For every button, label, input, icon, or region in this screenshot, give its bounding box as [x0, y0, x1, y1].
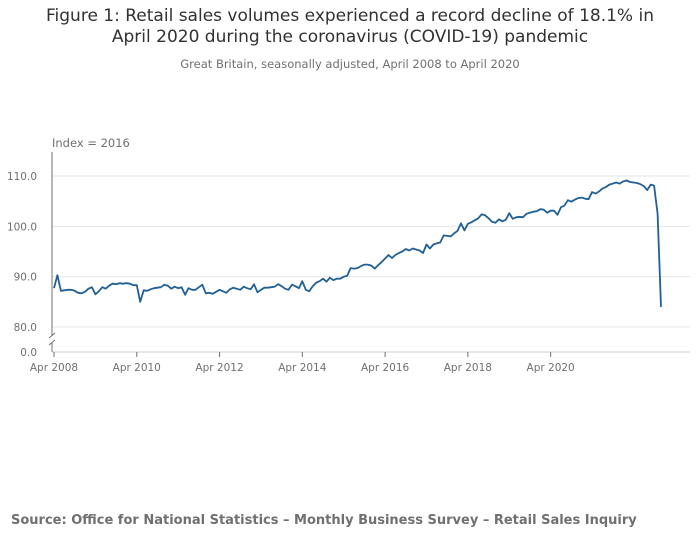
y-tick-label: 0.0: [20, 347, 37, 359]
y-axis: 0.0 80.0 90.0 100.0 110.0: [7, 152, 56, 359]
y-axis-unit-label: Index = 2016: [52, 136, 130, 150]
y-tick-label: 80.0: [14, 322, 37, 334]
source-note: Source: Office for National Statistics –…: [11, 513, 637, 528]
x-tick-label: Apr 2012: [195, 362, 243, 374]
x-axis: Apr 2008 Apr 2010 Apr 2012 Apr 2014 Apr 2016…: [30, 352, 575, 374]
chart-subtitle: Great Britain, seasonally adjusted, Apri…: [180, 57, 520, 71]
y-tick-label: 110.0: [7, 171, 37, 183]
series-layer: [53, 179, 662, 307]
y-tick-label: 90.0: [14, 272, 37, 284]
x-tick-label: Apr 2018: [444, 362, 492, 374]
x-tick-label: Apr 2014: [278, 362, 327, 374]
gridlines: [52, 175, 690, 353]
x-tick-label: Apr 2008: [30, 362, 78, 374]
x-tick-label: Apr 2016: [361, 362, 410, 374]
chart-title: Figure 1: Retail sales volumes experienc…: [0, 6, 700, 48]
y-tick-label: 100.0: [7, 221, 37, 233]
x-tick-label: Apr 2010: [113, 362, 161, 374]
chart-title-line-2: April 2020 during the coronavirus (COVID…: [111, 27, 589, 47]
x-tick-label: Apr 2020: [527, 362, 575, 374]
chart-title-line-1: Figure 1: Retail sales volumes experienc…: [46, 6, 654, 26]
series-line[interactable]: [53, 179, 662, 307]
axis-break-mark: [48, 332, 56, 339]
axis-break-mark: [48, 339, 56, 346]
